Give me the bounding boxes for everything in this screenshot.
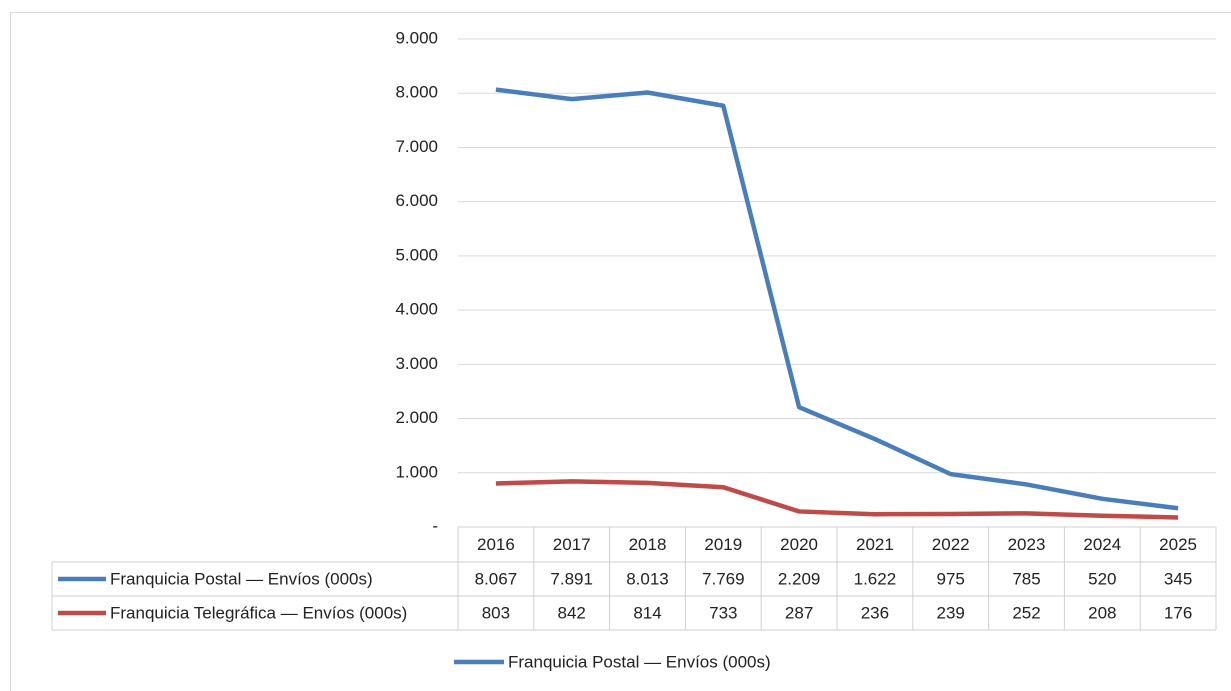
table-value: 236 <box>861 603 889 622</box>
y-tick-label: 1.000 <box>395 462 438 481</box>
x-tick-label: 2022 <box>932 535 970 554</box>
y-tick-label: 6.000 <box>395 191 438 210</box>
table-value: 2.209 <box>778 569 821 588</box>
y-tick-label: 9.000 <box>395 28 438 47</box>
table-series-name: Franquicia Postal — Envíos (000s) <box>110 569 373 588</box>
y-tick-label: 5.000 <box>395 245 438 264</box>
table-value: 785 <box>1012 569 1040 588</box>
table-value: 7.769 <box>702 569 745 588</box>
table-value: 8.013 <box>626 569 669 588</box>
table-value: 208 <box>1088 603 1116 622</box>
table-value: 814 <box>633 603 661 622</box>
table-value: 8.067 <box>475 569 518 588</box>
chart-border <box>10 12 1231 691</box>
series-line <box>495 479 1179 520</box>
table-series-name: Franquicia Telegráfica — Envíos (000s) <box>110 603 407 622</box>
legend-label: Franquicia Postal — Envíos (000s) <box>508 652 771 671</box>
table-value: 842 <box>558 603 586 622</box>
x-tick-label: 2021 <box>856 535 894 554</box>
table-value: 1.622 <box>854 569 897 588</box>
table-value: 803 <box>482 603 510 622</box>
y-tick-label: 3.000 <box>395 354 438 373</box>
series-line <box>495 87 1179 511</box>
table-value: 345 <box>1164 569 1192 588</box>
x-tick-label: 2018 <box>629 535 667 554</box>
x-tick-label: 2016 <box>477 535 515 554</box>
table-value: 176 <box>1164 603 1192 622</box>
y-tick-label: 4.000 <box>395 300 438 319</box>
table-value: 520 <box>1088 569 1116 588</box>
y-tick-label: - <box>432 516 438 535</box>
y-tick-label: 8.000 <box>395 83 438 102</box>
x-tick-label: 2019 <box>704 535 742 554</box>
x-tick-label: 2024 <box>1083 535 1121 554</box>
table-value: 252 <box>1012 603 1040 622</box>
y-tick-label: 2.000 <box>395 408 438 427</box>
x-tick-label: 2025 <box>1159 535 1197 554</box>
table-value: 733 <box>709 603 737 622</box>
y-tick-label: 7.000 <box>395 137 438 156</box>
x-tick-label: 2023 <box>1008 535 1046 554</box>
x-tick-label: 2017 <box>553 535 591 554</box>
table-value: 975 <box>937 569 965 588</box>
table-value: 239 <box>937 603 965 622</box>
table-value: 287 <box>785 603 813 622</box>
table-value: 7.891 <box>550 569 593 588</box>
x-tick-label: 2020 <box>780 535 818 554</box>
